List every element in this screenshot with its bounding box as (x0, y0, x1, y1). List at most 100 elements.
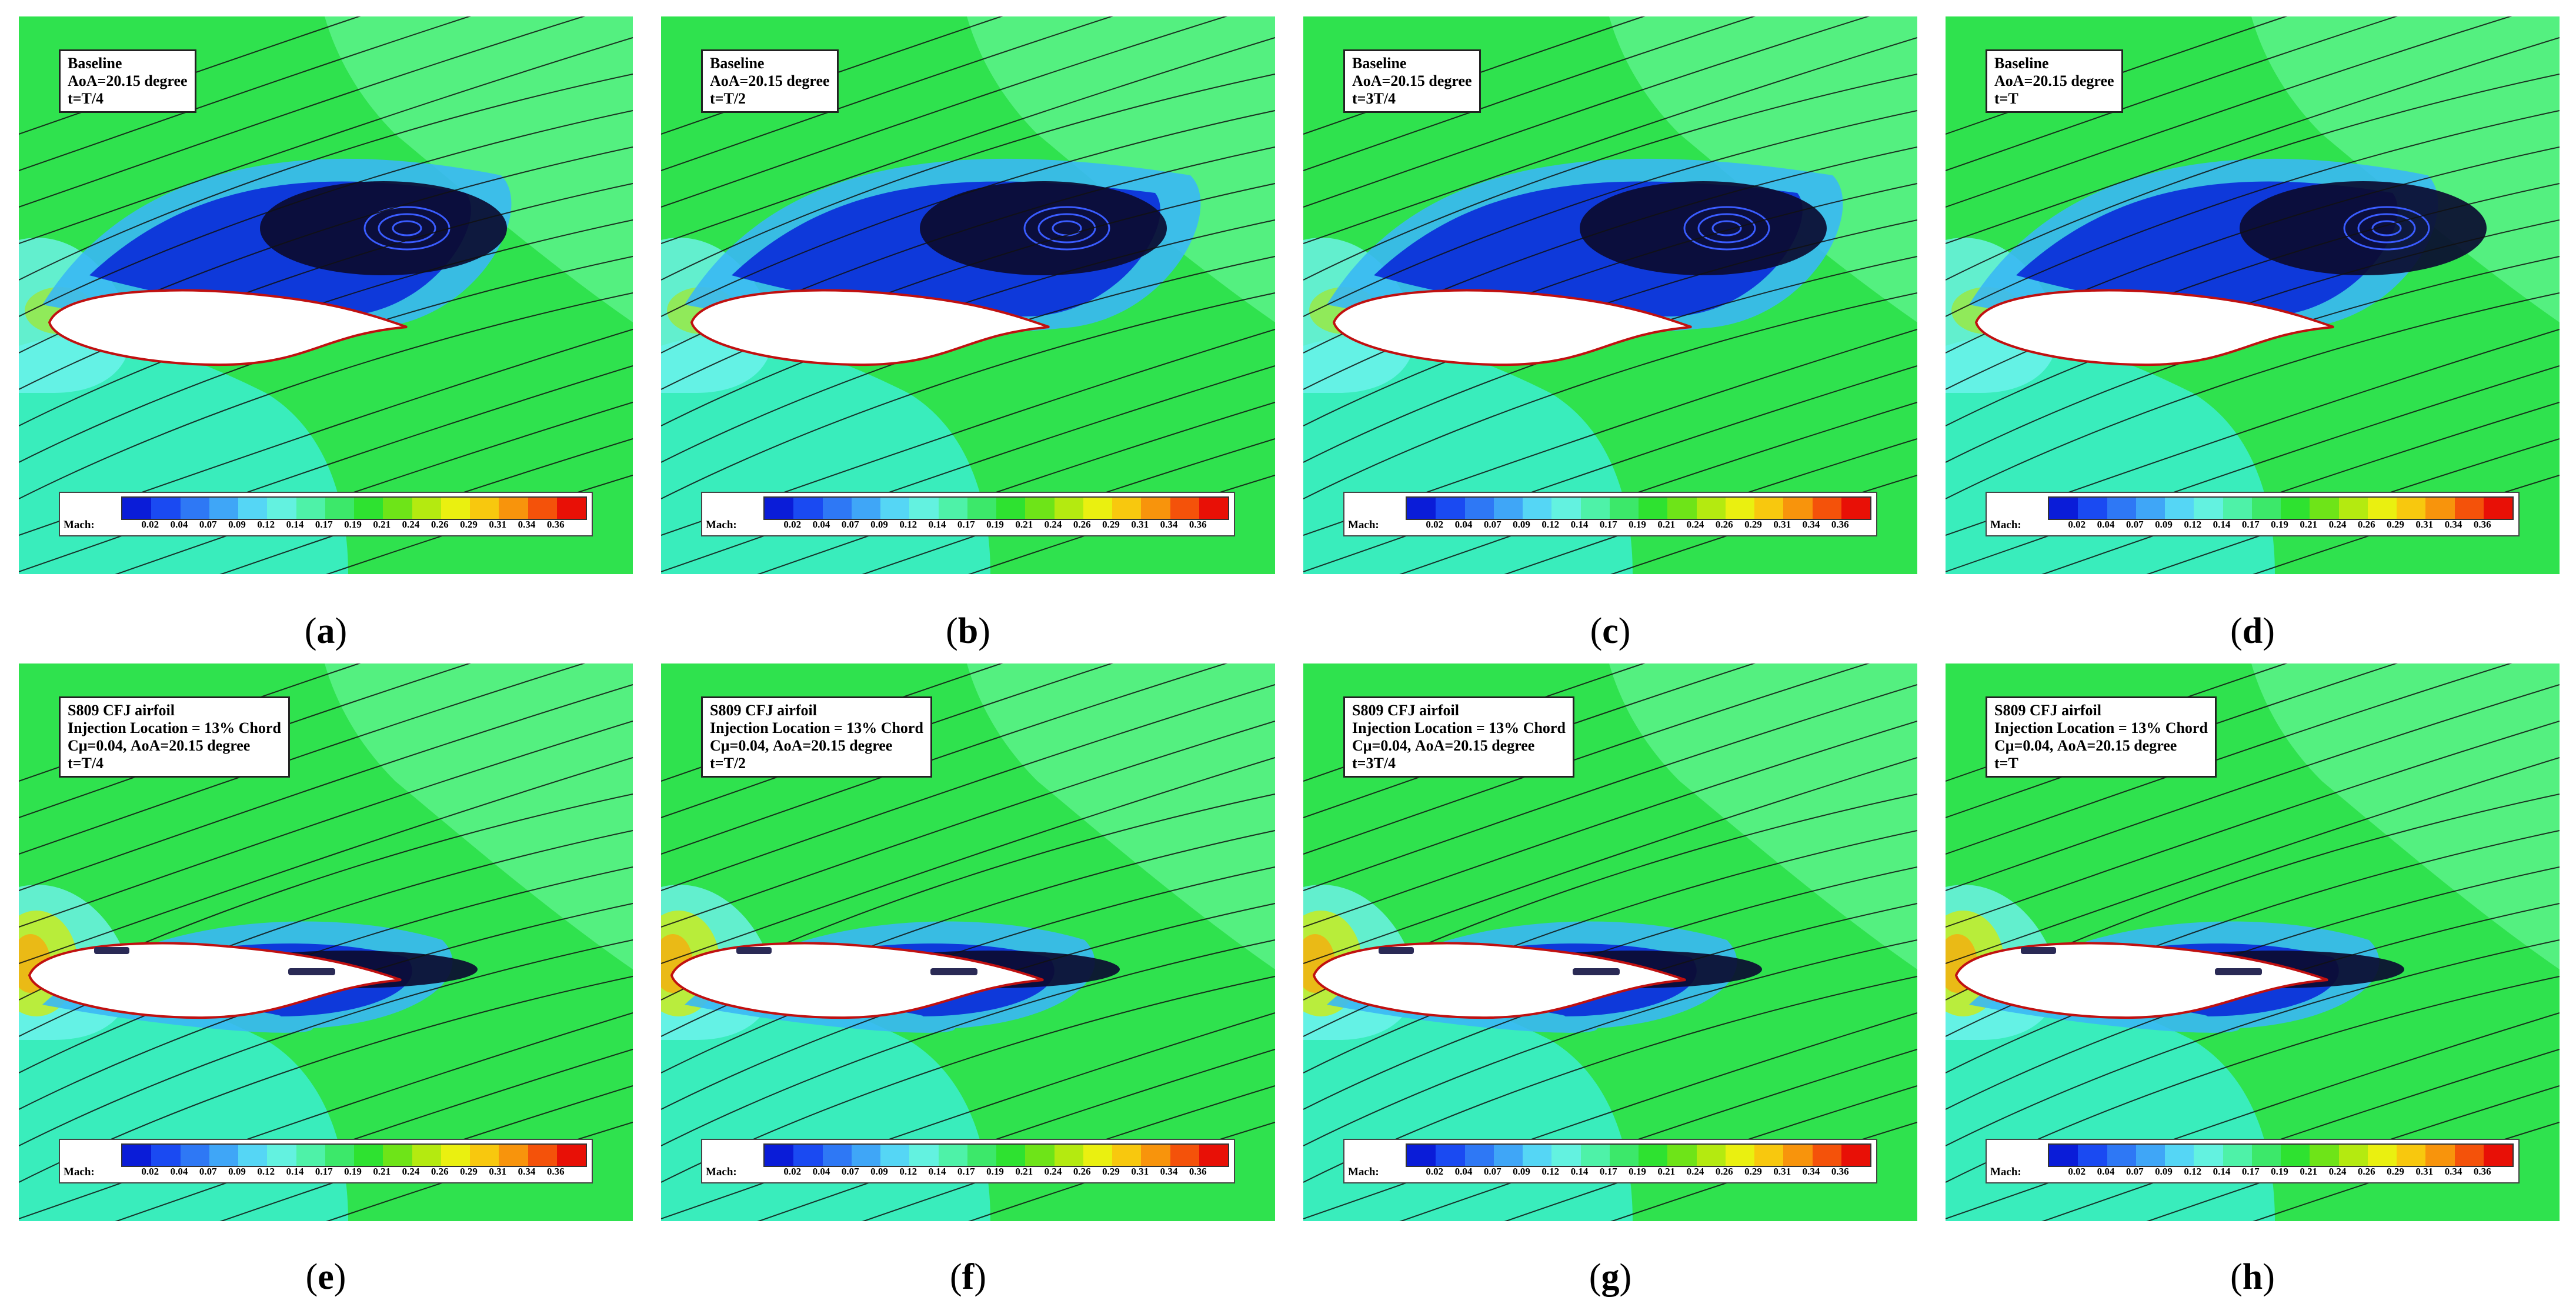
colorbar-swatch (2281, 1145, 2310, 1166)
legend-tick-label: 0.21 (1015, 1166, 1033, 1177)
colorbar-swatch (354, 498, 383, 519)
legend-tick-label: 0.24 (402, 1166, 420, 1177)
vortex-core (260, 181, 507, 275)
airfoil (1312, 942, 1686, 1019)
legend-tick-label: 0.31 (1131, 519, 1149, 530)
legend-label: Mach: (64, 519, 95, 531)
case-info-line: Injection Location = 13% Chord (68, 719, 281, 736)
streamline (661, 721, 1275, 928)
case-info-line: Baseline (1994, 55, 2049, 72)
legend-tick-label: 0.17 (315, 519, 333, 530)
colorbar-swatch (238, 498, 268, 519)
streamline (1946, 1012, 2560, 1219)
legend-tick-label: 0.04 (2097, 519, 2115, 530)
case-info-line: t=T (1994, 90, 2018, 107)
case-info-line: Baseline (68, 55, 122, 72)
panel-letter: f (962, 1257, 975, 1297)
mach-contour-panel-d: Baseline AoA=20.15 degree t=T Mach: 0.02 0.04… (1946, 16, 2560, 574)
streamline (1303, 16, 1870, 208)
legend-tick-label: 0.07 (1483, 519, 1501, 530)
colorbar-swatch (354, 1145, 383, 1166)
legend-label: Mach: (706, 1166, 737, 1178)
colorbar-swatch (1025, 498, 1055, 519)
case-info-box: Baseline AoA=20.15 degree t=T/4 (59, 49, 196, 113)
streamline (1946, 37, 2560, 244)
streamline (1504, 1085, 1917, 1221)
colorbar-swatch (2165, 1145, 2194, 1166)
legend-tick-label: 0.29 (1102, 1166, 1120, 1177)
colorbar-swatch (1493, 1145, 1523, 1166)
flow-field (1303, 663, 1917, 1221)
case-info-line: t=T/2 (710, 755, 746, 772)
legend-tick-label: 0.31 (1773, 519, 1791, 530)
colorbar-swatch (2251, 498, 2281, 519)
colorbar-swatch (880, 1145, 910, 1166)
legend-tick-label: 0.19 (2271, 1166, 2288, 1177)
panel-caption: (g) (1589, 1257, 1632, 1297)
legend-tick-label: 0.34 (1802, 519, 1820, 530)
colorbar-swatch (1141, 1145, 1170, 1166)
legend-tick-label: 0.29 (460, 1166, 478, 1177)
airfoil (1332, 289, 1692, 366)
streamline (19, 365, 633, 572)
streamline (219, 1085, 633, 1221)
legend-tick-label: 0.21 (373, 519, 391, 530)
legend-tick-label: 0.29 (1744, 1166, 1762, 1177)
legend-tick-label: 0.31 (2415, 519, 2434, 530)
colorbar-swatch (2223, 1145, 2252, 1166)
mach-colorbar (1406, 1143, 1871, 1167)
colorbar-swatch (793, 498, 823, 519)
flow-field (1946, 16, 2560, 574)
colorbar-swatch (2425, 498, 2455, 519)
colorbar-swatch (2338, 1145, 2368, 1166)
streamline (1946, 74, 2560, 281)
case-info-line: AoA=20.15 degree (1994, 72, 2114, 89)
legend-tick-label: 0.31 (2415, 1166, 2434, 1177)
legend-tick-label: 0.19 (986, 519, 1004, 530)
legend-tick-label: 0.36 (546, 519, 565, 530)
colorbar-swatch (2367, 498, 2397, 519)
legend-tick-label: 0.36 (546, 1166, 565, 1177)
legend-tick-label: 0.31 (489, 1166, 507, 1177)
legend-label: Mach: (1990, 519, 2021, 531)
legend-ticks: 0.02 0.04 0.07 0.09 0.12 0.14 0.17 0.19 0.21 0.24… (121, 1166, 585, 1180)
colorbar-swatch (180, 1145, 209, 1166)
streamline (1303, 74, 1917, 281)
colorbar-swatch (470, 498, 499, 519)
case-info-line: S809 CFJ airfoil (68, 702, 175, 719)
legend-tick-label: 0.02 (1426, 519, 1444, 530)
legend-ticks: 0.02 0.04 0.07 0.09 0.12 0.14 0.17 0.19 0.21 0.24… (763, 519, 1227, 533)
legend-tick-label: 0.26 (1073, 1166, 1091, 1177)
colorbar-swatch (1841, 1145, 1870, 1166)
colorbar-swatch (2135, 498, 2165, 519)
case-info-line: Injection Location = 13% Chord (1994, 719, 2208, 736)
legend-tick-label: 0.12 (257, 1166, 275, 1177)
legend-tick-label: 0.21 (1657, 1166, 1676, 1177)
colorbar-swatch (1407, 1145, 1436, 1166)
colorbar-swatch (2483, 1145, 2512, 1166)
panel-letter: e (318, 1257, 334, 1297)
legend-ticks: 0.02 0.04 0.07 0.09 0.12 0.14 0.17 0.19 0.21 0.24… (121, 519, 585, 533)
colorbar-swatch (1551, 1145, 1581, 1166)
colorbar-swatch (996, 498, 1026, 519)
mach-colorbar (121, 1143, 587, 1167)
colorbar-swatch (1667, 498, 1697, 519)
legend-tick-label: 0.14 (286, 519, 304, 530)
colorbar-swatch (383, 498, 412, 519)
legend-label: Mach: (706, 519, 737, 531)
light-green-region (967, 663, 1275, 969)
legend-tick-label: 0.29 (2387, 519, 2404, 530)
colorbar-swatch (1436, 1145, 1465, 1166)
colorbar-swatch (151, 498, 181, 519)
legend-tick-label: 0.34 (1160, 1166, 1178, 1177)
streamline (19, 757, 633, 964)
colorbar-swatch (238, 1145, 268, 1166)
colorbar-swatch (1580, 498, 1610, 519)
case-info-line: Baseline (1352, 55, 1407, 72)
legend-tick-label: 0.14 (286, 1166, 304, 1177)
legend-tick-label: 0.34 (2444, 519, 2462, 530)
legend-tick-label: 0.12 (899, 519, 917, 530)
case-info-line: Cμ=0.04, AoA=20.15 degree (68, 737, 251, 754)
legend-tick-label: 0.17 (1599, 519, 1617, 530)
streamline (1946, 365, 2560, 572)
